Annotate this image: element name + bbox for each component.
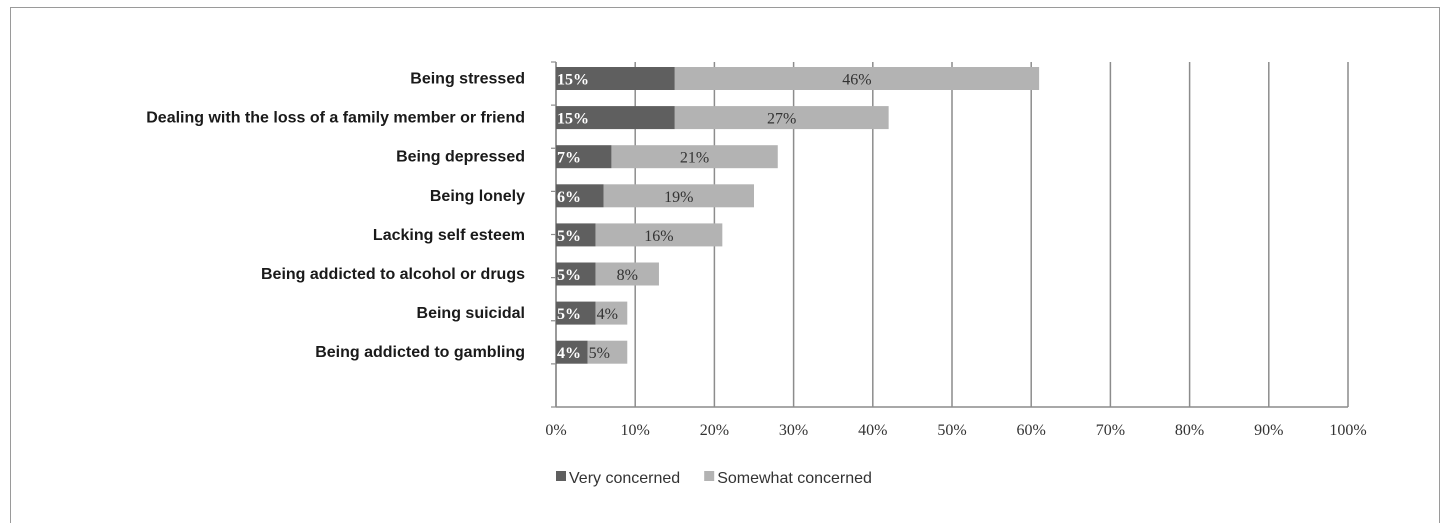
bar-very-concerned <box>556 145 612 169</box>
category-label: Being lonely <box>430 188 525 205</box>
x-tick-label: 10% <box>621 422 650 439</box>
chart-frame <box>10 7 1440 523</box>
data-label: 19% <box>664 189 693 206</box>
x-tick-label: 30% <box>779 422 808 439</box>
x-tick-label: 50% <box>937 422 966 439</box>
bar-somewhat-concerned <box>587 340 628 364</box>
x-tick-label: 100% <box>1329 422 1366 439</box>
x-tick-label: 60% <box>1017 422 1046 439</box>
bar-somewhat-concerned <box>595 301 628 325</box>
bar-very-concerned <box>556 340 588 364</box>
data-label: 27% <box>767 111 796 128</box>
category-label: Being addicted to gambling <box>315 344 525 361</box>
data-label: 5% <box>557 228 581 245</box>
x-tick-label: 40% <box>858 422 887 439</box>
data-label: 46% <box>842 72 871 89</box>
category-label: Being suicidal <box>417 305 525 322</box>
data-label: 4% <box>597 306 618 323</box>
data-label: 5% <box>589 345 610 362</box>
x-tick-label: 80% <box>1175 422 1204 439</box>
category-label: Lacking self esteem <box>373 227 525 244</box>
data-label: 15% <box>557 72 589 89</box>
legend-swatch <box>556 471 566 481</box>
bar-somewhat-concerned <box>595 262 659 286</box>
bar-somewhat-concerned <box>611 145 778 169</box>
data-label: 6% <box>557 189 581 206</box>
bar-somewhat-concerned <box>674 106 889 130</box>
x-tick-label: 0% <box>545 422 566 439</box>
data-label: 15% <box>557 111 589 128</box>
x-tick-label: 20% <box>700 422 729 439</box>
data-label: 7% <box>557 150 581 167</box>
data-label: 8% <box>617 267 638 284</box>
legend-label: Somewhat concerned <box>717 470 872 487</box>
category-label: Being depressed <box>396 149 525 166</box>
data-label: 16% <box>644 228 673 245</box>
legend-label: Very concerned <box>569 470 680 487</box>
data-label: 21% <box>680 150 709 167</box>
bar-very-concerned <box>556 106 675 130</box>
data-label: 5% <box>557 267 581 284</box>
bar-very-concerned <box>556 67 675 90</box>
bar-very-concerned <box>556 184 604 208</box>
bar-very-concerned <box>556 262 596 286</box>
category-label: Being addicted to alcohol or drugs <box>261 266 525 283</box>
bar-somewhat-concerned <box>674 67 1040 90</box>
data-label: 4% <box>557 345 581 362</box>
bar-very-concerned <box>556 301 596 325</box>
bar-somewhat-concerned <box>595 223 723 247</box>
bar-very-concerned <box>556 223 596 247</box>
data-label: 5% <box>557 306 581 323</box>
category-label: Being stressed <box>410 71 525 88</box>
category-label: Dealing with the loss of a family member… <box>146 110 525 127</box>
x-tick-label: 90% <box>1254 422 1283 439</box>
bar-somewhat-concerned <box>603 184 754 208</box>
x-tick-label: 70% <box>1096 422 1125 439</box>
legend-swatch <box>704 471 715 481</box>
